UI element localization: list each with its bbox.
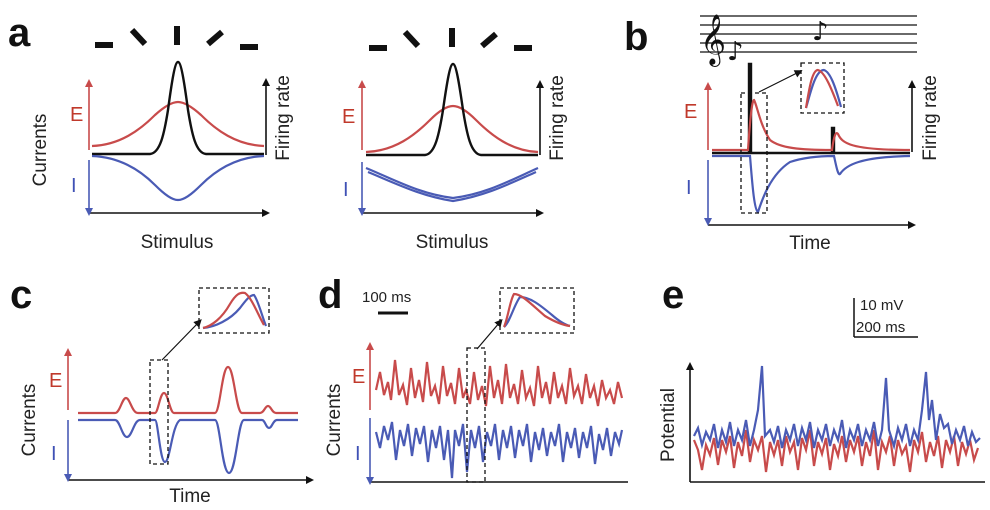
excitatory-trace-c	[78, 365, 298, 415]
x-label-time-b: Time	[789, 233, 831, 254]
firing-rate-trace-b	[712, 62, 910, 155]
e-label-b: E	[684, 101, 697, 123]
panel-a-right: E I Firing rate Stimulus	[342, 28, 568, 253]
e-label-d: E	[352, 366, 365, 388]
y-label-currents-d: Currents	[324, 384, 345, 457]
firing-rate-curve-a-right	[366, 62, 538, 157]
panel-letter-a: a	[8, 11, 31, 55]
y-label-firing-rate-a-right: Firing rate	[547, 75, 568, 161]
excitatory-current-curve-a-left	[91, 100, 265, 148]
zoom-inset-red-d	[502, 292, 571, 328]
i-label-d: I	[355, 443, 361, 465]
zoom-region-b	[740, 92, 768, 214]
y-label-firing-rate-a-left: Firing rate	[273, 75, 294, 161]
zoom-inset-red-c	[202, 291, 265, 330]
e-label-c: E	[49, 370, 62, 392]
panel-c: c E I Currents Time	[10, 273, 314, 507]
i-label-c: I	[51, 443, 57, 465]
excitatory-current-curve-a-right	[365, 104, 539, 154]
membrane-potential-blue-e	[693, 365, 981, 451]
zoom-region-c	[149, 359, 169, 465]
zoom-region-d	[466, 347, 486, 483]
orientation-bars-left	[95, 26, 258, 50]
inhibitory-trace-b	[712, 154, 911, 214]
zoom-arrow-d	[476, 318, 503, 350]
scale-voltage-label-e: 10 mV	[860, 297, 903, 314]
panel-letter-b: b	[624, 15, 648, 59]
zoom-inset-d	[499, 287, 575, 334]
i-label-a-left: I	[71, 175, 77, 197]
y-label-currents-a: Currents	[30, 114, 51, 187]
inhibitory-current-curve-a-left	[91, 154, 265, 202]
panel-letter-e: e	[662, 273, 684, 317]
x-label-time-c: Time	[169, 486, 211, 507]
panel-b: b 𝄞 ♪ ♪ E I Firing rate Time	[624, 14, 941, 254]
x-label-stimulus-a-right: Stimulus	[416, 232, 489, 253]
inhibitory-trace-c	[78, 418, 298, 475]
e-label-a-left: E	[70, 104, 83, 126]
scale-time-label-e: 200 ms	[856, 319, 905, 336]
y-label-currents-c: Currents	[19, 384, 40, 457]
music-note-icon: ♪	[727, 37, 744, 67]
zoom-inset-blue-b	[804, 68, 843, 109]
firing-rate-curve-a-left	[92, 60, 264, 156]
panel-d: d 100 ms E I Currents	[318, 273, 628, 485]
i-label-a-right: I	[343, 179, 349, 201]
scale-label-d: 100 ms	[362, 289, 411, 306]
treble-clef-icon: 𝄞	[700, 14, 726, 67]
music-staff	[700, 15, 917, 53]
panel-e: e 10 mV 200 ms Potential	[658, 273, 985, 483]
zoom-arrow-c	[161, 319, 202, 361]
x-label-stimulus-a-left: Stimulus	[141, 232, 214, 253]
zoom-inset-blue-c	[202, 293, 268, 330]
y-label-potential-e: Potential	[658, 388, 679, 462]
zoom-inset-c	[198, 287, 270, 334]
orientation-bars-right	[369, 28, 532, 51]
zoom-inset-b	[800, 62, 845, 114]
music-note-icon-2: ♪	[812, 17, 829, 47]
zoom-inset-red-b	[804, 68, 840, 109]
zoom-arrow-b	[758, 70, 803, 93]
excitatory-trace-b	[712, 98, 911, 152]
panel-a: a E I Currents Firing rate Stimulus	[8, 11, 294, 253]
inhibitory-current-curve-a-right-2	[367, 170, 537, 203]
inhibitory-trace-d	[374, 421, 624, 479]
zoom-inset-blue-d	[503, 295, 571, 328]
panel-letter-c: c	[10, 273, 32, 317]
excitatory-trace-d	[374, 359, 624, 407]
inhibitory-current-curve-a-right	[365, 166, 539, 200]
panel-letter-d: d	[318, 273, 342, 317]
y-label-firing-rate-b: Firing rate	[920, 75, 941, 161]
e-label-a-right: E	[342, 106, 355, 128]
membrane-potential-red-e	[692, 429, 980, 473]
i-label-b: I	[686, 177, 692, 199]
